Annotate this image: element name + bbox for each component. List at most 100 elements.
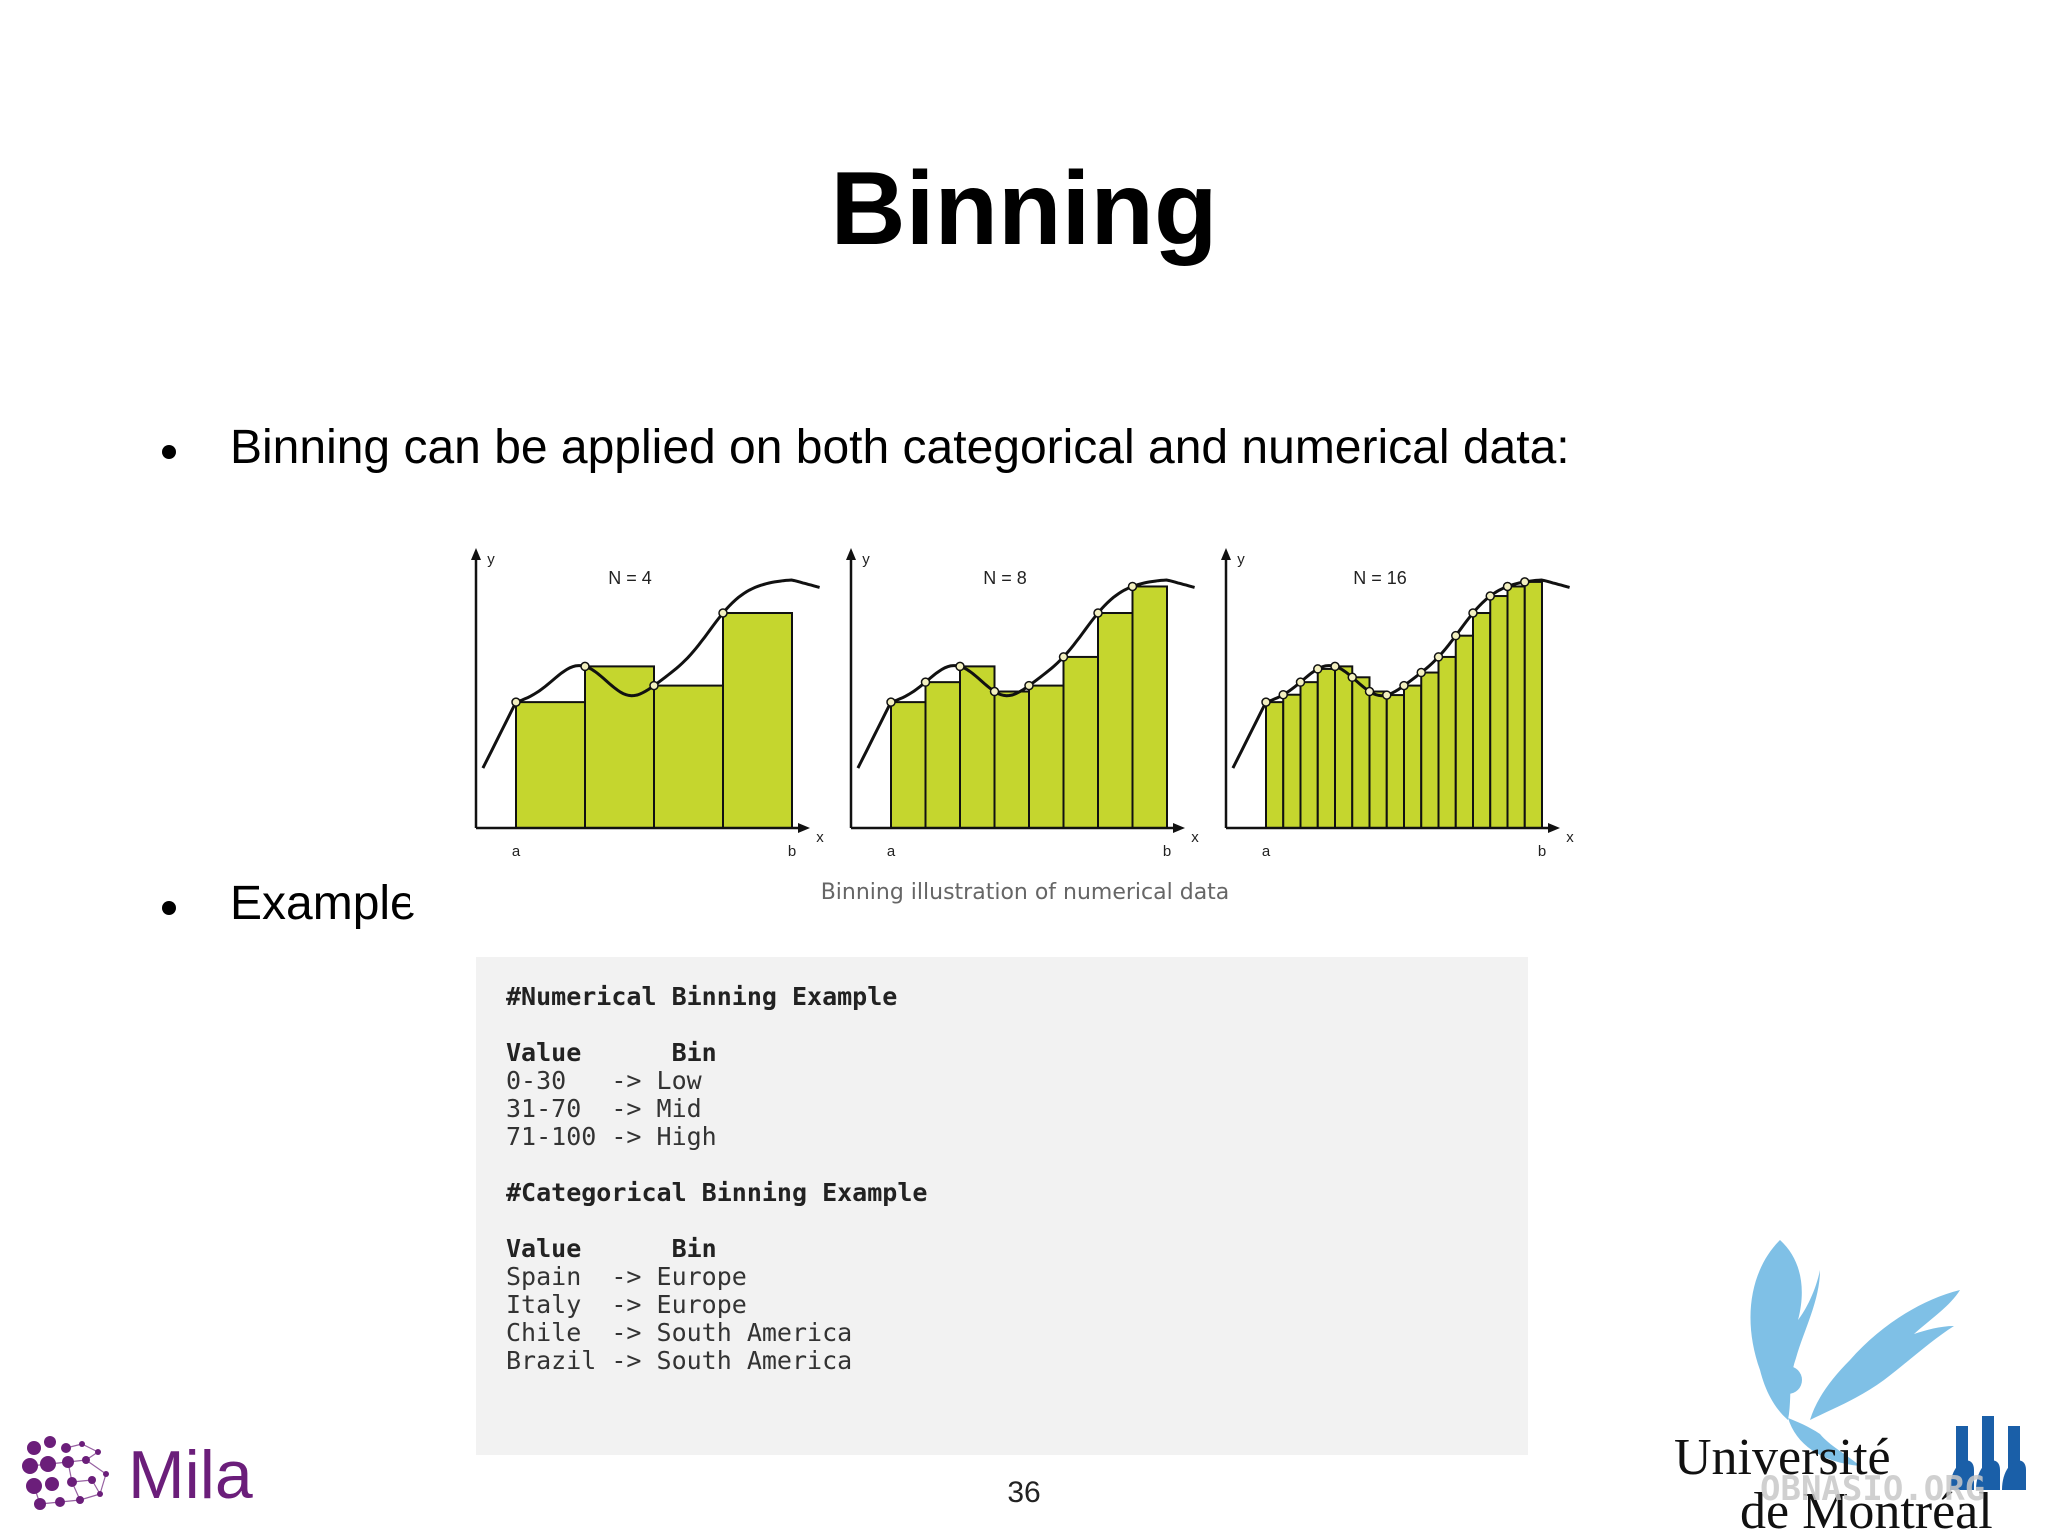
categorical-row-value: Chile — [506, 1318, 612, 1347]
arrow: -> — [611, 1346, 657, 1375]
sample-point — [1058, 652, 1069, 662]
sample-point — [1468, 608, 1478, 618]
b-label: b — [1538, 843, 1546, 860]
mila-dot — [61, 1443, 71, 1453]
numerical-row-value: 31-70 — [506, 1094, 612, 1123]
bin-bar — [1420, 671, 1440, 829]
mila-dot — [27, 1441, 41, 1455]
categorical-row: Chile -> South America — [506, 1318, 852, 1347]
mila-dot — [76, 1496, 84, 1504]
sample-point — [955, 661, 965, 672]
binning-illustration: y x a b N = 4 y x a b N = 8 y x a b N = 16 — [471, 548, 1574, 860]
mila-logo: Mila — [22, 1436, 253, 1513]
bird-icon — [1750, 1240, 1960, 1466]
x-axis-label: x — [1566, 829, 1574, 846]
binning-panel: y x a b N = 8 — [846, 548, 1199, 860]
bin-bar — [924, 681, 961, 829]
y-axis-arrow — [846, 548, 856, 560]
bullet-dot — [162, 901, 176, 915]
bin-bar — [1472, 612, 1492, 829]
x-axis-arrow — [1548, 823, 1560, 833]
mila-dot — [103, 1471, 109, 1477]
mila-dot — [26, 1478, 42, 1494]
bin-bar — [1334, 665, 1354, 829]
sample-point — [718, 608, 728, 618]
b-label: b — [1163, 843, 1171, 860]
numerical-row: 71-100 -> High — [506, 1122, 717, 1151]
categorical-row-value: Spain — [506, 1262, 612, 1291]
code-example-box: #Numerical Binning Example Value Bin 0-3… — [476, 957, 1528, 1455]
categorical-row-bin: South America — [656, 1318, 853, 1347]
udem-monogram-icon — [1950, 1416, 2026, 1490]
udem-name-line2: de Montréal — [1740, 1483, 1993, 1536]
mila-dot — [22, 1458, 38, 1474]
figure-caption: Binning illustration of numerical data — [820, 880, 1230, 905]
categorical-header: #Categorical Binning Example — [506, 1178, 928, 1207]
mila-dot — [67, 1477, 77, 1487]
bin-bar — [890, 701, 927, 830]
x-axis-arrow — [1173, 823, 1185, 833]
mila-dots-icon — [22, 1436, 109, 1510]
sample-point — [1364, 686, 1375, 697]
arrow: -> — [611, 1318, 657, 1347]
panel-title: N = 8 — [983, 568, 1027, 588]
bin-bar — [1097, 612, 1134, 829]
sample-point — [511, 697, 521, 707]
arrow: -> — [611, 1122, 657, 1151]
bin-bar — [1282, 693, 1302, 829]
bin-bar — [1437, 655, 1457, 829]
binning-panel: y x a b N = 16 — [1221, 548, 1574, 860]
bin-bar — [1028, 684, 1065, 829]
a-label: a — [1262, 843, 1271, 860]
mila-dot — [55, 1497, 65, 1507]
arrow: -> — [611, 1094, 657, 1123]
arrow: -> — [611, 1262, 657, 1291]
bullet-text: Example — [230, 877, 417, 930]
udem-logo: Université de Montréal OBNASIO.ORG — [1674, 1240, 2026, 1536]
sample-point — [1093, 608, 1103, 618]
sample-point — [1127, 581, 1138, 592]
mila-dot — [79, 1441, 85, 1447]
categorical-row-value: Italy — [506, 1290, 612, 1319]
categorical-row-value: Brazil — [506, 1346, 612, 1375]
mila-logo-text: Mila — [128, 1437, 253, 1513]
numerical-row-value: 71-100 — [506, 1122, 612, 1151]
bin-bar — [515, 701, 586, 830]
bin-bar — [1506, 585, 1526, 830]
numerical-col-bin: Bin — [671, 1038, 717, 1067]
numerical-row: 0-30 -> Low — [506, 1066, 702, 1095]
categorical-row: Italy -> Europe — [506, 1290, 747, 1319]
numerical-row-bin: High — [656, 1122, 717, 1151]
categorical-row: Spain -> Europe — [506, 1262, 747, 1291]
bin-bar — [959, 665, 996, 829]
sample-point — [920, 677, 931, 687]
numerical-row: 31-70 -> Mid — [506, 1094, 702, 1123]
sample-point — [1024, 680, 1034, 691]
sample-point — [1399, 680, 1409, 691]
y-axis-arrow — [471, 548, 481, 560]
mila-dot — [95, 1449, 101, 1455]
x-axis-arrow — [798, 823, 810, 833]
b-label: b — [788, 843, 796, 860]
bullet-dot — [162, 445, 176, 459]
sample-point — [886, 697, 896, 707]
categorical-col-value: Value — [506, 1234, 582, 1263]
bin-bar — [1385, 694, 1405, 829]
x-axis-label: x — [1191, 829, 1199, 846]
bin-bar — [1454, 634, 1474, 829]
mila-dot — [45, 1477, 59, 1491]
mila-dot — [40, 1456, 56, 1472]
sample-point — [580, 661, 590, 672]
watermark: OBNASIO.ORG — [1760, 1469, 1985, 1509]
numerical-col-value: Value — [506, 1038, 582, 1067]
sample-point — [649, 680, 659, 691]
categorical-row-bin: South America — [656, 1346, 853, 1375]
binning-panel: y x a b N = 4 — [471, 548, 824, 860]
panel-title: N = 4 — [608, 568, 652, 588]
bin-bar — [993, 690, 1030, 829]
binning-figure: y x a b N = 4 y x a b N = 8 y x a b N = 16 Binning ill… — [410, 532, 1640, 912]
y-axis-label: y — [1237, 551, 1245, 568]
code-block: #Numerical Binning Example Value Bin 0-3… — [506, 983, 927, 1375]
arrow: -> — [611, 1066, 657, 1095]
categorical-row-bin: Europe — [656, 1290, 747, 1319]
